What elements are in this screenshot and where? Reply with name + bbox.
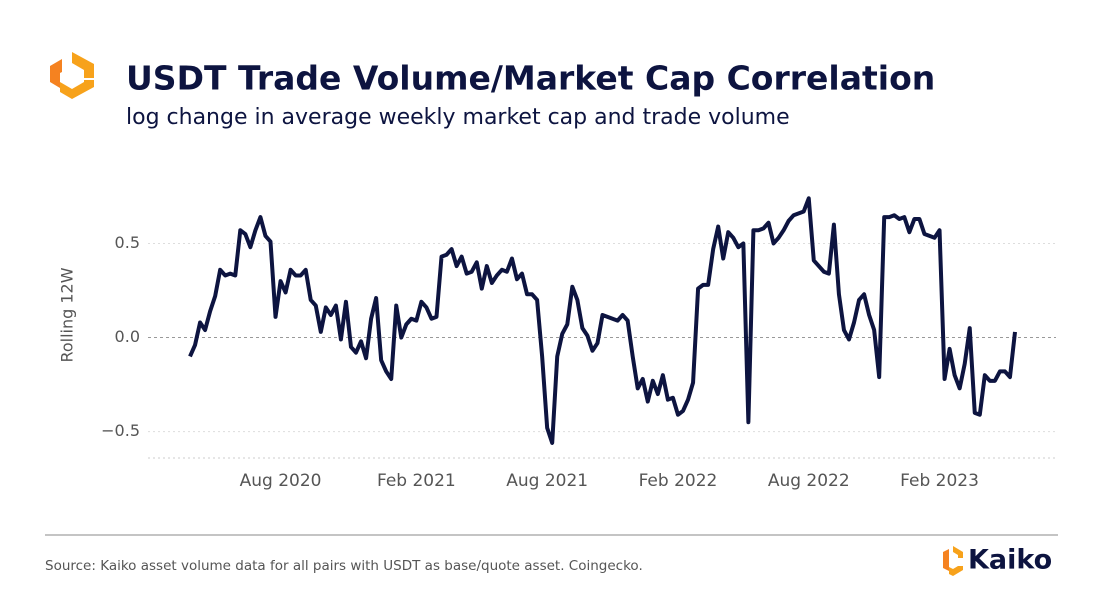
chart-title: USDT Trade Volume/Market Cap Correlation [126, 59, 935, 98]
brand-name: Kaiko [968, 545, 1052, 576]
data-line [188, 196, 1017, 445]
brand-logo [943, 546, 963, 576]
chart-subtitle: log change in average weekly market cap … [126, 105, 790, 130]
y-axis-label: Rolling 12W [58, 267, 77, 362]
x-tick-label: Aug 2021 [506, 471, 588, 491]
y-tick-label: 0.5 [115, 233, 140, 252]
x-tick-label: Aug 2020 [240, 471, 322, 491]
y-tick-label: 0.0 [115, 327, 140, 346]
x-tick-label: Feb 2023 [900, 471, 979, 491]
x-tick-label: Feb 2021 [377, 471, 456, 491]
source-note: Source: Kaiko asset volume data for all … [45, 558, 643, 574]
x-tick-label: Feb 2022 [639, 471, 718, 491]
x-tick-label: Aug 2022 [768, 471, 850, 491]
logo [50, 52, 94, 99]
y-tick-label: −0.5 [101, 421, 140, 440]
